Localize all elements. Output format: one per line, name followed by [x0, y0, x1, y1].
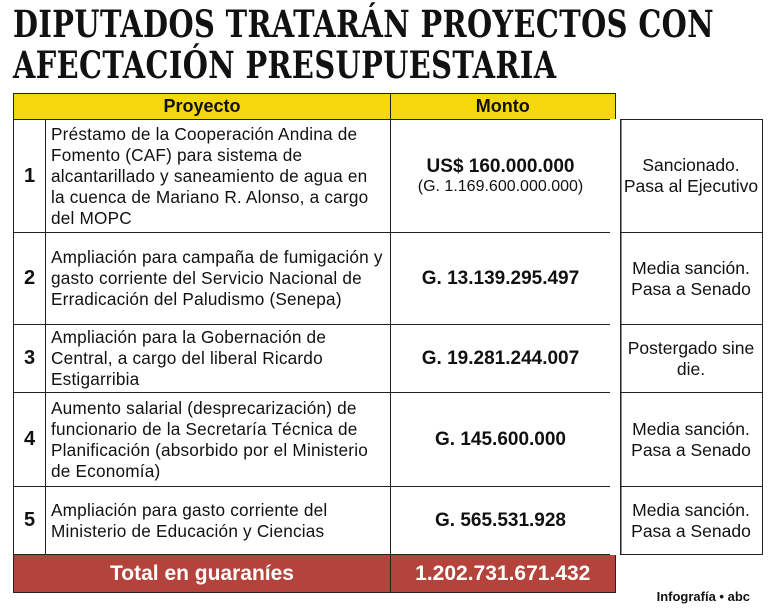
amount-cell: G. 145.600.000	[390, 392, 616, 487]
title-line: DIPUTADOS TRATARÁN PROYECTOS CON	[13, 2, 714, 46]
status: Media sanción. Pasa a Senado	[610, 232, 763, 325]
row-number: 3	[13, 324, 46, 393]
row-number: 5	[13, 486, 46, 555]
project: Ampliación para gasto corriente del Mini…	[45, 486, 391, 555]
row-number: 4	[13, 392, 46, 487]
blank	[615, 554, 763, 593]
title: DIPUTADOS TRATARÁN PROYECTOS CON AFECTAC…	[13, 4, 715, 86]
status: Sancionado. Pasa al Ejecutivo	[610, 119, 763, 233]
status: Media sanción. Pasa a Senado	[610, 486, 763, 555]
total-amount: 1.202.731.671.432	[390, 554, 616, 593]
header-cell: Proyecto	[13, 93, 391, 120]
project: Aumento salarial (desprecarización) de f…	[45, 392, 391, 487]
amount: G. 19.281.244.007	[421, 347, 580, 369]
total-row: Total en guaraníes 1.202.731.671.432	[13, 554, 763, 593]
row: 5 Ampliación para gasto corriente del Min…	[13, 486, 763, 555]
amount-cell: US$ 160.000.000 (G. 1.169.600.000.000)	[390, 119, 616, 233]
amount-cell: G. 19.281.244.007	[390, 324, 616, 393]
total-label: Total en guaraníes	[13, 554, 391, 593]
status: Media sanción. Pasa a Senado	[610, 392, 763, 487]
row: 4 Aumento salarial (desprecarización) de …	[13, 392, 763, 487]
status: Postergado sine die.	[610, 324, 763, 393]
amount-cell: G. 565.531.928	[390, 486, 616, 555]
header-cell: Monto	[390, 93, 616, 120]
project: Ampliación para campaña de fumigación y …	[45, 232, 391, 325]
row: 1 Préstamo de la Cooperación Andina de Fo…	[13, 119, 763, 233]
row: 3 Ampliación para la Gobernación de Centr…	[13, 324, 763, 393]
blank	[615, 94, 763, 120]
amount: G. 13.139.295.497	[421, 267, 580, 289]
row: 2 Ampliación para campaña de fumigación y…	[13, 232, 763, 325]
row-number: 1	[13, 119, 46, 233]
amount: US$ 160.000.000	[426, 156, 575, 177]
amount: G. 145.600.000	[435, 428, 566, 450]
project: Ampliación para la Gobernación de Centra…	[45, 324, 391, 393]
amount-cell: G. 13.139.295.497	[390, 232, 616, 325]
amount-note: (G. 1.169.600.000.000)	[417, 178, 584, 195]
project: Préstamo de la Cooperación Andina de Fom…	[45, 119, 391, 233]
amount: G. 565.531.928	[435, 509, 566, 531]
header-row: Proyecto Monto	[13, 93, 763, 120]
footer: Infografía • abc	[656, 589, 750, 604]
row-number: 2	[13, 232, 46, 325]
table: Proyecto Monto 1 Préstamo de la Cooperaci…	[13, 93, 763, 593]
title-line: AFECTACIÓN PRESUPUESTARIA	[13, 43, 557, 87]
